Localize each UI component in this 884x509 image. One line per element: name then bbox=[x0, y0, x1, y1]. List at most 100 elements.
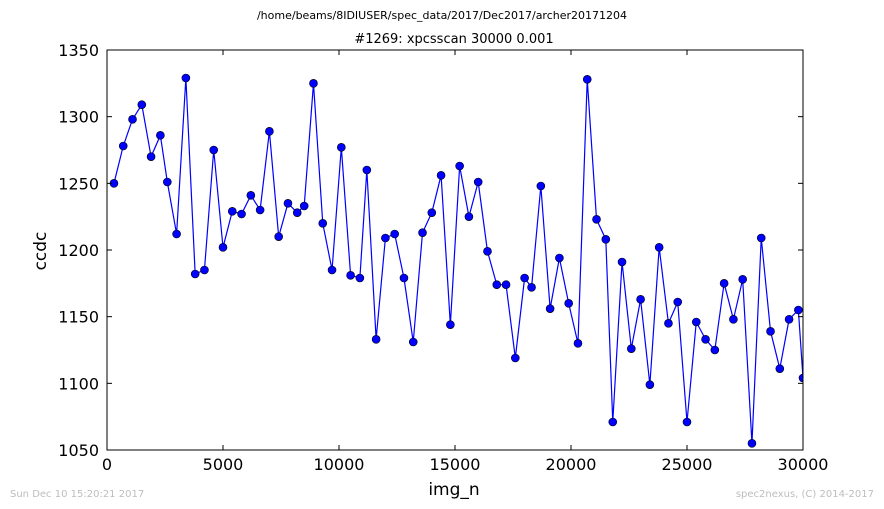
data-point bbox=[237, 209, 246, 219]
data-point bbox=[265, 127, 274, 136]
y-tick-label: 1350 bbox=[58, 41, 99, 60]
y-tick-label: 1200 bbox=[58, 241, 99, 260]
x-tick-label: 15000 bbox=[430, 455, 481, 474]
data-point bbox=[146, 152, 156, 161]
data-point bbox=[408, 337, 418, 347]
data-point bbox=[371, 335, 381, 344]
data-point bbox=[756, 233, 766, 243]
data-point bbox=[309, 79, 318, 88]
data-point bbox=[362, 165, 372, 175]
chart-title: #1269: xpcsscan 30000 0.001 bbox=[354, 32, 553, 47]
data-point bbox=[163, 177, 172, 187]
x-axis-label: img_n bbox=[428, 480, 479, 500]
data-point bbox=[200, 265, 209, 275]
data-point bbox=[427, 208, 437, 217]
x-tick-label: 10000 bbox=[314, 455, 365, 474]
data-point bbox=[691, 317, 701, 327]
data-point bbox=[582, 75, 592, 84]
footer-timestamp: Sun Dec 10 15:20:21 2017 bbox=[10, 489, 144, 500]
data-point bbox=[209, 145, 219, 155]
data-point bbox=[527, 283, 536, 292]
x-tick-label: 30000 bbox=[778, 455, 829, 474]
data-point bbox=[645, 380, 655, 389]
data-point bbox=[747, 439, 757, 448]
x-axis-ticks: 0 5000 10000 15000 20000 25000 30000 bbox=[102, 50, 829, 474]
x-tick-label: 20000 bbox=[546, 455, 597, 474]
data-point bbox=[492, 280, 502, 289]
data-point bbox=[766, 327, 775, 336]
file-path: /home/beams/8IDIUSER/spec_data/2017/Dec2… bbox=[257, 9, 627, 22]
x-tick-label: 5000 bbox=[203, 455, 244, 474]
data-point bbox=[555, 253, 564, 263]
data-point bbox=[545, 304, 555, 313]
data-point bbox=[636, 295, 645, 304]
data-point bbox=[483, 247, 492, 256]
data-point bbox=[564, 299, 573, 308]
data-point bbox=[601, 235, 611, 244]
data-point bbox=[608, 417, 618, 427]
data-point bbox=[520, 273, 529, 283]
data-point bbox=[181, 73, 191, 83]
data-point bbox=[137, 100, 147, 109]
data-point bbox=[118, 141, 128, 151]
plot-area bbox=[109, 73, 803, 448]
y-tick-label: 1250 bbox=[58, 174, 99, 193]
footer-credit: spec2nexus, (C) 2014-2017 bbox=[736, 489, 874, 500]
data-point bbox=[682, 417, 692, 427]
data-point bbox=[775, 364, 785, 373]
data-point bbox=[283, 199, 293, 208]
y-axis-label: ccdc bbox=[31, 232, 51, 271]
data-point bbox=[719, 279, 729, 288]
data-point bbox=[536, 181, 546, 191]
data-point bbox=[381, 233, 390, 243]
data-point bbox=[299, 201, 309, 211]
data-point bbox=[573, 339, 583, 348]
data-point bbox=[654, 243, 664, 252]
data-point bbox=[473, 177, 483, 187]
y-axis-ticks: 1050 1100 1150 1200 1250 1300 1350 bbox=[58, 41, 803, 460]
data-point bbox=[346, 271, 355, 280]
data-point bbox=[399, 273, 409, 283]
data-point bbox=[227, 207, 237, 216]
data-point bbox=[729, 315, 738, 324]
data-point bbox=[128, 115, 137, 124]
y-tick-label: 1050 bbox=[58, 441, 99, 460]
data-point bbox=[511, 353, 520, 363]
data-point bbox=[255, 205, 265, 215]
data-point bbox=[436, 171, 446, 180]
data-point bbox=[337, 143, 346, 152]
data-point bbox=[190, 269, 200, 279]
data-point bbox=[794, 305, 803, 315]
data-point bbox=[355, 273, 365, 283]
data-point bbox=[390, 229, 399, 239]
data-point bbox=[784, 315, 794, 324]
data-point bbox=[172, 229, 181, 239]
y-tick-label: 1300 bbox=[58, 108, 99, 127]
data-point bbox=[673, 297, 683, 307]
data-point bbox=[156, 131, 165, 140]
data-point bbox=[327, 265, 337, 275]
data-point bbox=[218, 243, 228, 252]
x-tick-label: 25000 bbox=[662, 455, 713, 474]
data-point bbox=[464, 212, 474, 221]
data-point bbox=[446, 320, 455, 329]
data-point bbox=[701, 335, 710, 344]
data-point bbox=[617, 257, 627, 267]
data-point bbox=[798, 373, 803, 383]
data-point bbox=[274, 232, 283, 241]
data-point bbox=[664, 319, 673, 328]
y-tick-label: 1150 bbox=[58, 308, 99, 327]
data-point bbox=[710, 345, 720, 355]
series-line bbox=[113, 77, 803, 444]
data-point bbox=[501, 280, 511, 289]
data-point bbox=[592, 215, 601, 224]
data-point bbox=[292, 208, 302, 217]
y-tick-label: 1100 bbox=[58, 374, 99, 393]
data-point bbox=[738, 275, 747, 284]
data-point bbox=[627, 344, 636, 353]
data-point bbox=[455, 161, 464, 171]
data-point bbox=[318, 219, 328, 228]
x-tick-label: 0 bbox=[102, 455, 112, 474]
data-point bbox=[418, 228, 427, 237]
